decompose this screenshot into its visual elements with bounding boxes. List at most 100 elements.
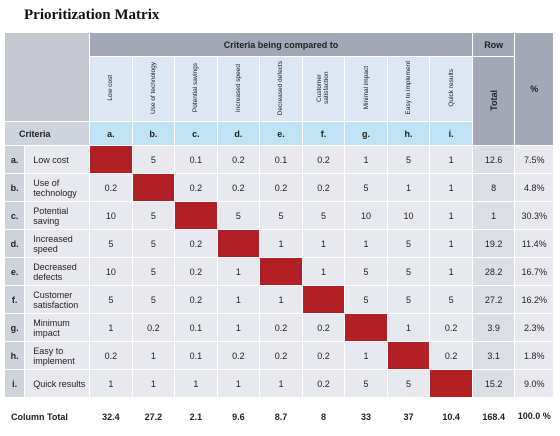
comparison-value: 0.1 [174, 145, 218, 174]
corner-blank [3, 32, 91, 122]
comparison-value: 0.2 [174, 173, 218, 202]
comparison-value: 5 [89, 229, 133, 258]
row-criterion-name: Customer satisfaction [24, 285, 91, 314]
column-letter: c. [174, 121, 218, 146]
column-criterion-name: Increased speed [216, 56, 261, 122]
comparison-value: 0.2 [89, 173, 133, 202]
column-criterion-name: Decreased defects [259, 56, 303, 122]
comparison-value: 1 [301, 229, 346, 258]
comparison-value: 1 [259, 285, 303, 314]
comparison-value: 5 [386, 229, 431, 258]
comparison-value: 0.2 [301, 341, 346, 370]
comparison-value: 1 [429, 173, 473, 202]
comparison-value: 1 [429, 257, 473, 286]
comparison-value: 5 [386, 369, 431, 398]
comparison-value: 0.2 [216, 173, 261, 202]
diagonal-cell [344, 313, 388, 342]
column-letter: h. [386, 121, 431, 146]
comparison-value: 0.2 [174, 229, 218, 258]
percent-header: % [514, 32, 554, 146]
comparison-value: 1 [174, 369, 218, 398]
row-percent: 9.0% [514, 369, 554, 398]
row-total: 27.2 [471, 285, 516, 314]
table-row: h. Easy to implement 0.2 1 0.1 0.2 0.2 0.2 1 0.2 3… [3, 341, 554, 370]
column-criterion-name-text: Increased speed [234, 63, 242, 113]
row-percent: 4.8% [514, 173, 554, 202]
column-total-label: Column Total [3, 397, 91, 436]
row-letter: h. [3, 341, 26, 370]
row-letter: c. [3, 201, 26, 230]
comparison-value: 5 [131, 145, 176, 174]
comparison-value: 0.2 [259, 173, 303, 202]
comparison-value: 0.2 [301, 145, 346, 174]
column-criterion-name-text: Easy to implement [405, 61, 413, 115]
comparison-value: 5 [131, 257, 176, 286]
comparison-value: 1 [344, 341, 388, 370]
column-total-value: 27.2 [131, 397, 176, 436]
table-row: f. Customer satisfaction 5 5 0.2 1 1 5 5 5 27.2 16.… [3, 285, 554, 314]
comparison-value: 1 [344, 229, 388, 258]
column-criterion-name: Easy to implement [386, 56, 431, 122]
row-criterion-name: Use of technology [24, 173, 91, 202]
comparison-value: 0.2 [429, 341, 473, 370]
criteria-compared-header: Criteria being compared to [89, 32, 473, 57]
column-total-value: 37 [386, 397, 431, 436]
column-letter: i. [429, 121, 473, 146]
comparison-value: 1 [429, 201, 473, 230]
row-percent: 30.3% [514, 201, 554, 230]
comparison-value: 5 [344, 173, 388, 202]
row-total: 3.1 [471, 341, 516, 370]
comparison-value: 1 [386, 313, 431, 342]
diagonal-cell [89, 145, 133, 174]
column-criterion-name-text: Low cost [107, 75, 115, 101]
row-total: 12.6 [471, 145, 516, 174]
column-criterion-name-text: Quick results [447, 69, 455, 107]
row-percent: 11.4% [514, 229, 554, 258]
comparison-value: 5 [429, 285, 473, 314]
comparison-value: 0.2 [429, 313, 473, 342]
row-letter: a. [3, 145, 26, 174]
comparison-value: 0.2 [131, 313, 176, 342]
comparison-value: 5 [301, 201, 346, 230]
column-letter: d. [216, 121, 261, 146]
comparison-value: 10 [344, 201, 388, 230]
row-criterion-name: Decreased defects [24, 257, 91, 286]
diagonal-cell [386, 341, 431, 370]
row-letter: i. [3, 369, 26, 398]
column-letter: b. [131, 121, 176, 146]
column-criterion-name-text: Potential savings [192, 63, 200, 113]
column-total-value: 9.6 [216, 397, 261, 436]
comparison-value: 0.2 [216, 341, 261, 370]
row-percent: 16.7% [514, 257, 554, 286]
comparison-value: 5 [386, 285, 431, 314]
column-total-value: 8.7 [259, 397, 303, 436]
comparison-value: 10 [89, 257, 133, 286]
table-row: d. Increased speed 5 5 0.2 1 1 1 5 1 19.2 11.4% [3, 229, 554, 258]
row-criterion-name: Quick results [24, 369, 91, 398]
table-row: b. Use of technology 0.2 0.2 0.2 0.2 0.2 5 1 1 8 4.… [3, 173, 554, 202]
comparison-value: 1 [259, 369, 303, 398]
comparison-value: 0.2 [301, 369, 346, 398]
comparison-value: 1 [131, 341, 176, 370]
diagonal-cell [216, 229, 261, 258]
comparison-value: 1 [216, 313, 261, 342]
page-title: Prioritization Matrix [24, 7, 160, 23]
column-letter: f. [301, 121, 346, 146]
comparison-value: 1 [216, 369, 261, 398]
row-total: 19.2 [471, 229, 516, 258]
column-total-value: 2.1 [174, 397, 218, 436]
column-criterion-name: Potential savings [174, 56, 218, 122]
row-letter: e. [3, 257, 26, 286]
column-letter: a. [89, 121, 133, 146]
column-criterion-name-text: Minimal impact [362, 66, 370, 110]
diagonal-cell [301, 285, 346, 314]
table-row: i. Quick results 1 1 1 1 1 0.2 5 5 15.2 9.0% [3, 369, 554, 398]
diagonal-cell [429, 369, 473, 398]
comparison-value: 5 [344, 285, 388, 314]
comparison-value: 1 [301, 257, 346, 286]
comparison-value: 0.1 [174, 313, 218, 342]
comparison-value: 1 [131, 369, 176, 398]
row-letter: f. [3, 285, 26, 314]
comparison-value: 0.2 [174, 285, 218, 314]
column-criterion-name: Use of technology [131, 56, 176, 122]
